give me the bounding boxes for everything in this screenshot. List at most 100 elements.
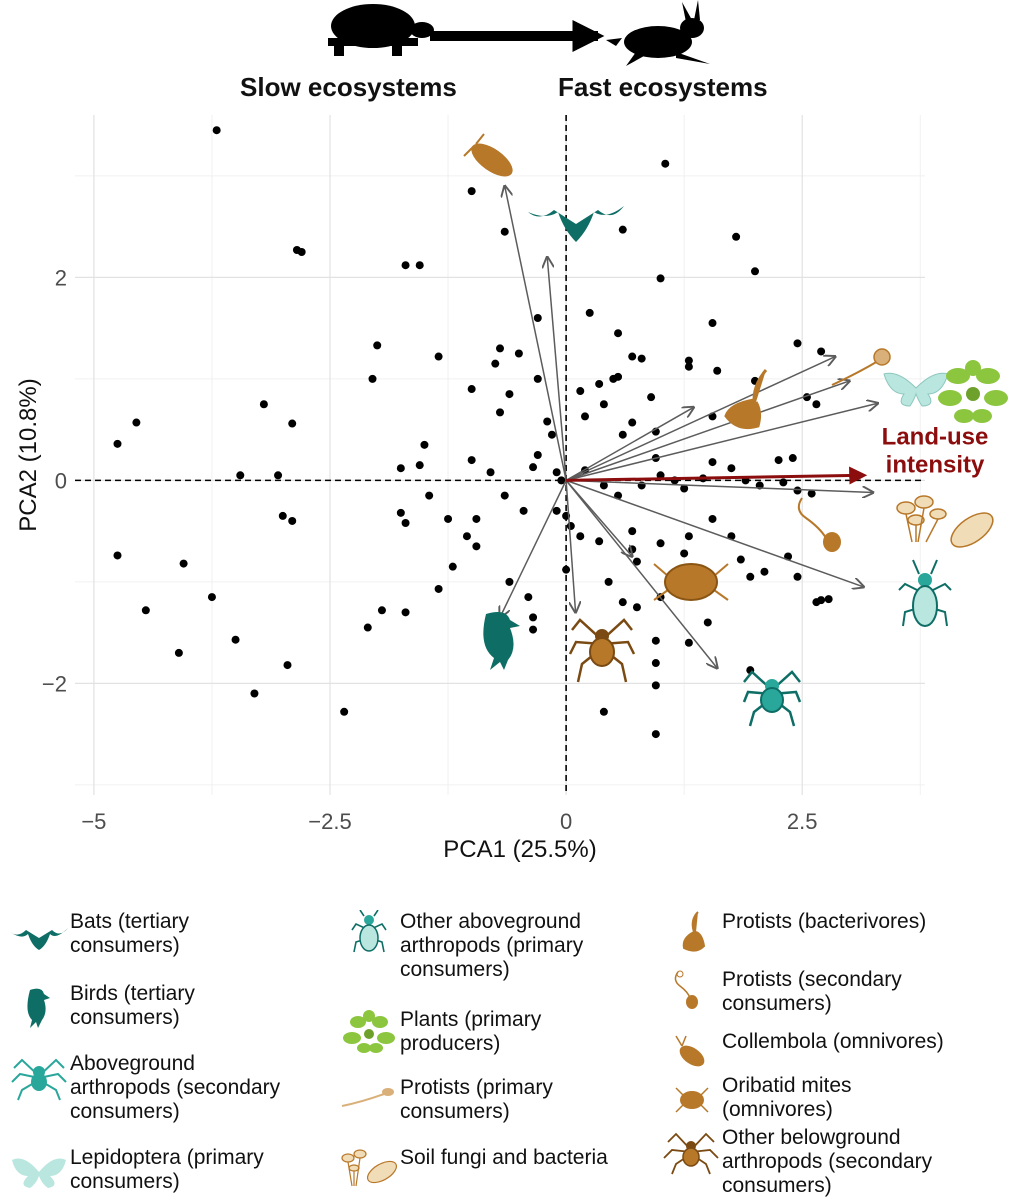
x-tick-label: −2.5 [308,809,351,834]
data-point [529,625,538,634]
data-point [812,400,821,409]
data-point [396,464,405,473]
legend-text: Plants (primary producers) [400,1008,542,1055]
data-point [212,126,221,135]
y-tick-label: 2 [55,265,67,290]
fungi-bacteria-icon [341,1149,398,1187]
data-point [604,577,613,586]
data-point [656,274,665,283]
data-point [793,339,802,348]
insect-icon [351,910,387,953]
data-point [637,354,646,363]
data-point [533,313,542,322]
insect-icon [898,559,952,627]
data-point [500,227,509,236]
data-point [113,439,122,448]
loading-arrow-aboveground-arthropods-secondary [565,479,717,668]
data-point [651,730,660,739]
loading-arrow-other-aboveground-arthropods [565,479,864,587]
data-point [401,519,410,527]
legend-text: Lepidoptera (primary consumers) [70,1146,264,1193]
data-point [496,344,504,353]
loading-arrow-soil-fungi-bacteria [566,479,873,492]
data-point [505,390,514,399]
data-point [788,454,797,463]
turtle-icon [328,4,434,56]
data-point [543,417,552,426]
data-point [661,159,670,168]
belowground-spider-icon [663,1132,719,1175]
protist-secondary-icon [674,970,698,1009]
data-point [434,584,443,593]
loading-arrow-other-belowground-arthropods [565,480,575,612]
data-point [703,618,712,627]
data-point [533,451,542,459]
data-point [727,464,736,473]
y-tick-label: 0 [55,468,67,493]
data-point [340,707,349,716]
data-point [373,341,382,350]
pca-biplot: −5 −2.5 0 2.5 −2 0 2 PCA1 (25.5%) PCA2 (10.8%) La… [15,0,1008,863]
fast-ecosystems-label: Fast ecosystems [558,72,768,102]
bat-icon [528,206,624,242]
bat-icon [10,928,68,950]
data-point [396,508,405,517]
data-point [562,565,571,574]
data-point [732,232,741,241]
legend-item-protists-secondary: Protists (secondary consumers) [660,968,952,1018]
data-point [514,349,523,358]
data-point [415,261,424,270]
data-point [557,476,566,485]
data-point [684,532,693,541]
data-point [817,596,826,605]
data-point [708,319,717,328]
data-point [618,225,627,234]
mite-icon [675,1087,709,1113]
data-point [297,248,306,257]
data-point [684,638,693,647]
plant-icon [343,1010,395,1053]
legend-text: Bats (tertiary consumers) [70,910,190,957]
data-point [415,461,424,470]
data-point [377,606,386,615]
legend-text: Collembola (omnivores) [722,1030,944,1053]
loading-arrow-collembola [505,186,567,481]
x-tick-label: 2.5 [787,809,818,834]
x-axis-label: PCA1 (25.5%) [443,836,596,863]
data-point [547,430,556,439]
data-point [491,359,500,368]
data-point [793,572,802,581]
data-point [500,491,509,500]
data-point [595,537,604,546]
data-point [746,572,755,581]
data-point [552,506,561,515]
data-point [472,542,481,551]
data-point [533,374,542,383]
plant-icon [938,360,1008,423]
data-point [207,593,216,602]
data-point [529,613,538,622]
mite-icon [653,563,729,601]
data-point [467,385,476,394]
slow-ecosystems-label: Slow ecosystems [240,72,457,102]
legend-item-other-aboveground-arthropods: Other aboveground arthropods (primary co… [338,910,630,982]
legend-item-collembola: Collembola (omnivores) [660,1030,952,1080]
data-point [552,468,561,477]
data-point [363,623,372,632]
data-point [618,598,627,607]
legend-item-protists-bacterivores: Protists (bacterivores) [660,910,952,960]
spider-icon [11,1058,67,1101]
data-point [581,412,589,421]
butterfly-icon [883,372,949,407]
legend-item-oribatid-mites: Oribatid mites (omnivores) [660,1074,952,1124]
data-point [283,661,292,670]
data-point [368,374,377,383]
y-axis-label: PCA2 (10.8%) [15,378,42,531]
data-point [566,522,575,531]
loading-arrow-plants [565,403,878,482]
data-point [609,374,618,383]
data-point [278,511,287,520]
plot-area: −5 −2.5 0 2.5 −2 0 2 PCA1 (25.5%) PCA2 (10.8%) La… [15,115,1008,863]
legend-item-birds: Birds (tertiary consumers) [8,982,300,1032]
data-point [760,567,769,576]
